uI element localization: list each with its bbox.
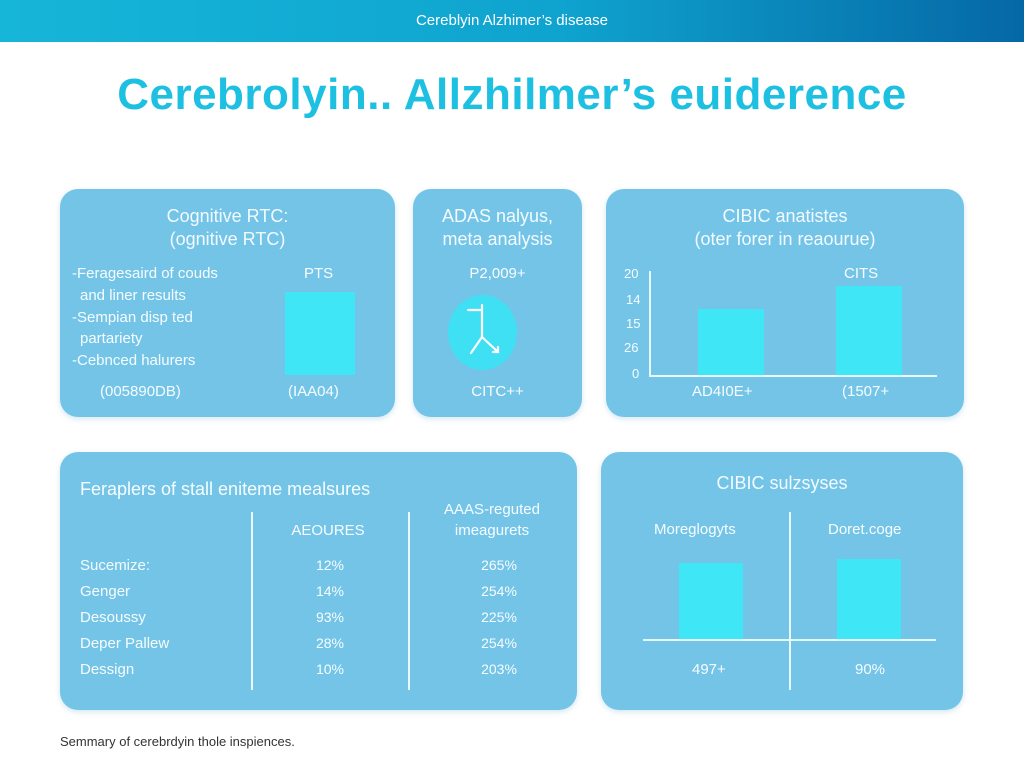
bar-1507 [836,286,902,375]
x-label: (1507+ [842,383,890,400]
page-title: Cerebrolyin.. Allzhilmer’s euiderence [117,70,907,119]
measures-table-card: Feraplers of stall eniteme mealsures AEO… [60,452,577,710]
table-cell: 28% [315,635,345,651]
card-title-line1: CIBIC anatistes [722,206,848,226]
column-header: AAAS-reguted [444,501,540,518]
table-cell: 14% [315,583,345,599]
table-row-label: Dessign [80,661,135,678]
y-tick: 26 [624,340,639,355]
table-cell: 225% [481,609,517,625]
y-axis [649,271,651,375]
column-divider [789,512,791,690]
x-label: AD4I0E+ [692,383,753,400]
branch-arrow-icon [448,295,517,370]
y-tick: 20 [624,266,639,281]
cibic-subsyses-card: CIBIC sulzsyses Moreglogyts Doret.coge 4… [601,452,963,710]
card-title-line1: Cognitive RTC: [166,206,289,226]
card-title-line2: (ognitive RTC) [169,229,286,249]
bar-top-label: PTS [304,265,334,282]
bullet-item: and liner results [80,287,186,304]
table-cell: 254% [481,583,517,599]
column-divider [251,512,253,690]
adas-meta-card: ADAS nalyus, meta analysis P2,009+ CITC+… [413,189,582,417]
table-cell: 10% [315,661,345,677]
table-row-label: Genger [80,583,131,600]
table-title: Feraplers of stall eniteme mealsures [80,479,371,499]
column-header: imeagurets [454,522,530,539]
table-cell: 203% [481,661,517,677]
y-tick: 0 [632,366,640,381]
adas-value: P2,009+ [469,265,526,282]
bar-moreglogyts [679,563,743,639]
top-header-bar: Cereblyin Alzhimer’s disease [0,0,1024,42]
table-row-label: Deper Pallew [80,635,170,652]
bar-value-left: 497+ [692,661,726,678]
bar-label-right: Doret.coge [828,521,902,538]
card-title-line2: meta analysis [442,229,553,249]
bar-pts [285,292,355,375]
table-cell: 265% [481,557,517,573]
footer-note: Semmary of cerebrdyin thole inspiences. [60,734,295,749]
card-title-line2: (oter forer in reaourue) [694,229,876,249]
table-row-label: Sucemize: [80,557,151,574]
card-code: (005890DB) [100,383,181,400]
card-title-line1: ADAS nalyus, [441,206,554,226]
column-divider [408,512,410,690]
x-axis [649,375,937,377]
table-row-label: Desoussy [80,609,146,626]
table-cell: 254% [481,635,517,651]
column-header: AEOURES [291,522,365,539]
baseline [643,639,936,641]
bar-ad4ioe [698,309,764,375]
y-tick: 14 [626,292,641,307]
table-cell: 93% [315,609,345,625]
bullet-item: -Feragesaird of couds [72,265,218,282]
header-title: Cereblyin Alzhimer’s disease [415,12,609,29]
card-title: CIBIC sulzsyses [716,473,848,493]
adas-footer: CITC++ [471,383,524,400]
bullet-item: partariety [80,330,143,347]
cognitive-rtc-card: Cognitive RTC: (ognitive RTC) -Feragesai… [60,189,395,417]
y-tick: 15 [626,316,641,331]
bar-top-label: CITS [844,265,879,282]
bar-bottom-label: (IAA04) [288,383,339,400]
bar-doret-coge [837,559,901,639]
bullet-item: -Sempian disp ted [72,309,193,326]
bar-value-right: 90% [855,661,886,678]
table-cell: 12% [315,557,345,573]
bullet-item: -Cebnced halurers [72,352,196,369]
cibic-analysis-card: CIBIC anatistes (oter forer in reaourue)… [606,189,964,417]
bar-label-left: Moreglogyts [654,521,736,538]
